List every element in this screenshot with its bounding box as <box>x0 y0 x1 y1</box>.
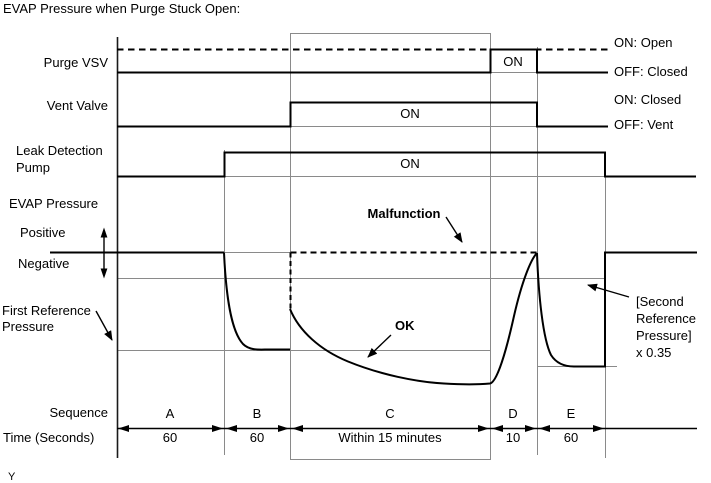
negative-label: Negative <box>18 256 69 271</box>
vent-valve-label: Vent Valve <box>47 98 108 113</box>
malfunction-label: Malfunction <box>368 206 441 221</box>
leak-detection-pump-label-line2: Pump <box>16 160 50 175</box>
evap-pressure-label: EVAP Pressure <box>9 196 98 211</box>
footer-marker: Y <box>8 471 16 483</box>
evap-first-pulldown-trace <box>223 252 290 351</box>
duration-a-value: 60 <box>163 430 177 445</box>
duration-e-value: 60 <box>564 430 578 445</box>
dashed-lines <box>117 48 608 309</box>
first-reference-arrow <box>95 310 113 341</box>
arrow-up-icon <box>100 227 108 238</box>
evap-second-pulldown-trace <box>536 251 697 368</box>
segment-c-box <box>290 33 491 460</box>
evap-ok-curve-trace <box>289 252 538 386</box>
sequence-a-label: A <box>166 406 175 421</box>
time-axis <box>117 425 697 432</box>
signal-traces <box>50 48 697 386</box>
ok-arrow <box>367 334 392 358</box>
purge-vsv-label: Purge VSV <box>44 55 109 70</box>
sequence-e-label: E <box>567 406 576 421</box>
annotation-arrows <box>95 216 630 358</box>
sequence-label: Sequence <box>49 405 108 420</box>
ok-label: OK <box>395 318 415 333</box>
leak-detection-pump-trace <box>117 151 696 178</box>
sequence-d-label: D <box>508 406 517 421</box>
purge-legend-on: ON: Open <box>614 35 673 50</box>
vent-valve-trace <box>117 101 608 128</box>
purge-vsv-trace <box>117 48 608 74</box>
malfunction-arrow <box>445 216 463 243</box>
sequence-c-label: C <box>385 406 394 421</box>
first-reference-label-line1: First Reference <box>2 303 91 318</box>
positive-negative-arrow <box>100 227 108 279</box>
first-reference-label-line2: Pressure <box>2 319 54 334</box>
duration-b-value: 60 <box>250 430 264 445</box>
second-reference-label-line2: Reference <box>636 311 696 326</box>
duration-d-value: 10 <box>506 430 520 445</box>
vent-legend-on: ON: Closed <box>614 92 681 107</box>
leak-detection-pump-label-line1: Leak Detection <box>16 143 103 158</box>
arrow-down-icon <box>100 268 108 279</box>
second-reference-label-line4: x 0.35 <box>636 345 671 360</box>
duration-c-value: Within 15 minutes <box>338 430 442 445</box>
leak-detection-pump-on-label: ON <box>400 156 420 171</box>
purge-vsv-on-label: ON <box>503 54 523 69</box>
diagram-title: EVAP Pressure when Purge Stuck Open: <box>3 1 240 16</box>
time-axis-arrowheads <box>118 425 604 432</box>
second-reference-label-line3: Pressure] <box>636 328 692 343</box>
sequence-b-label: B <box>253 406 262 421</box>
vent-legend-off: OFF: Vent <box>614 117 674 132</box>
second-reference-label-line1: [Second <box>636 294 684 309</box>
positive-label: Positive <box>20 225 66 240</box>
gridlines <box>117 33 617 460</box>
purge-legend-off: OFF: Closed <box>614 64 688 79</box>
time-seconds-label: Time (Seconds) <box>3 430 94 445</box>
vent-valve-on-label: ON <box>400 106 420 121</box>
second-reference-arrow <box>587 283 630 298</box>
